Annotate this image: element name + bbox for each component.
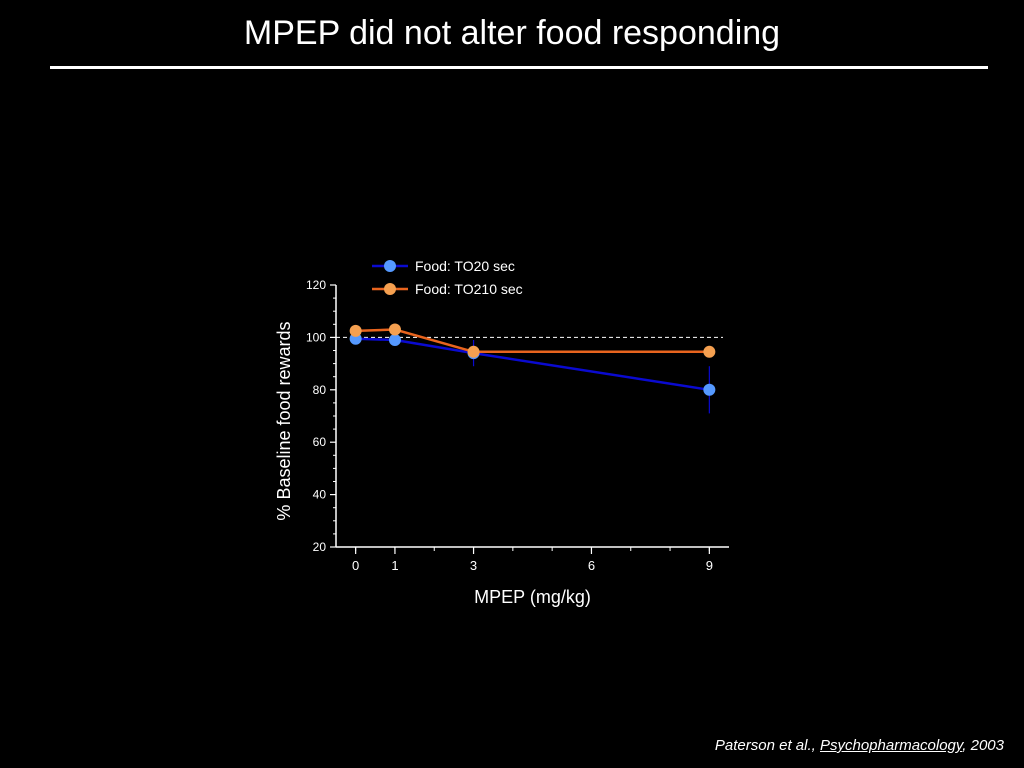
x-tick-label: 6 (588, 558, 595, 573)
slide-title: MPEP did not alter food responding (243, 14, 781, 52)
data-point (388, 323, 401, 336)
citation-year: , 2003 (962, 737, 1004, 754)
y-tick-label: 80 (313, 383, 327, 397)
citation-journal: Psychopharmacology (819, 737, 963, 754)
citation-authors: Paterson et al., (714, 737, 820, 754)
chart: 20 40 60 80 100 120 0 1 3 6 9 MPEP (mg/kg) % Baselin… (274, 258, 729, 607)
y-tick-label: 100 (306, 330, 326, 344)
data-point (703, 345, 716, 358)
data-point (349, 324, 362, 337)
x-tick-label: 9 (706, 558, 713, 573)
series-line (355, 328, 710, 354)
x-tick-label: 3 (470, 558, 477, 573)
data-point (388, 334, 401, 347)
title-divider (50, 66, 988, 69)
legend-label: Food: TO210 sec (415, 281, 523, 297)
data-point (703, 383, 716, 396)
series-line (355, 337, 710, 392)
legend-marker (384, 260, 396, 272)
legend-marker (384, 283, 396, 295)
y-axis-label: % Baseline food rewards (274, 321, 294, 520)
x-tick-label: 1 (391, 558, 398, 573)
y-tick-label: 20 (313, 540, 327, 554)
data-point (467, 345, 480, 358)
x-tick-label: 0 (352, 558, 359, 573)
citation: Paterson et al., Psychopharmacology, 200… (715, 737, 1004, 754)
y-tick-label: 60 (313, 435, 327, 449)
legend-label: Food: TO20 sec (415, 258, 515, 274)
y-tick-label: 40 (313, 488, 327, 502)
y-tick-label: 120 (306, 278, 326, 292)
x-axis-label: MPEP (mg/kg) (474, 587, 591, 607)
